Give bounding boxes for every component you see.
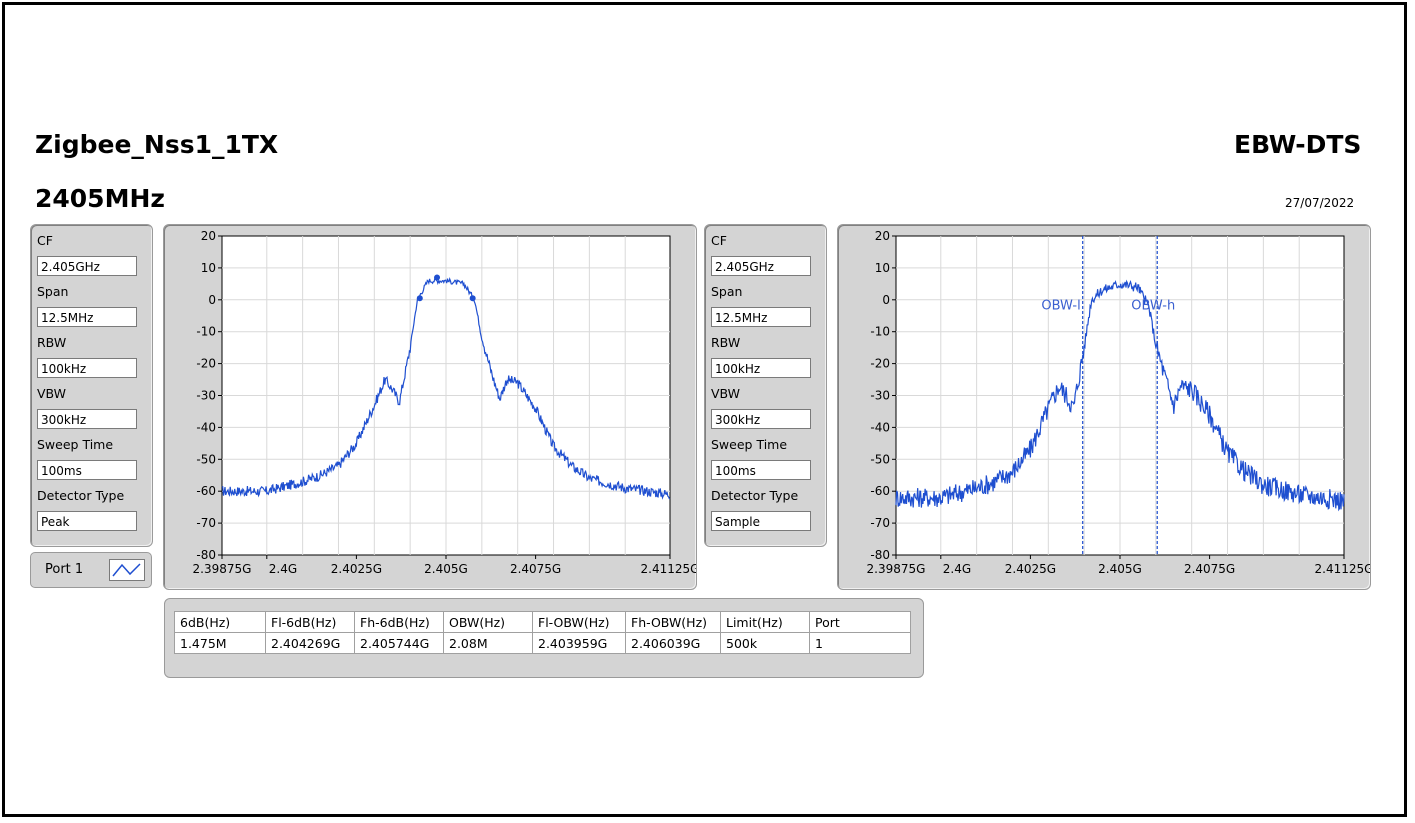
port-selector[interactable]: Port 1 xyxy=(30,552,152,588)
right-setting-value[interactable]: Sample xyxy=(711,511,811,531)
left-setting-label: CF xyxy=(37,233,53,248)
table-cell: 2.08M xyxy=(443,632,533,654)
left-plot-panel: 20 10 0 -10 -20 -30 -40 -50 -60 -70 -80 2.39875G 2.4… xyxy=(163,224,697,590)
page-title: Zigbee_Nss1_1TX xyxy=(35,130,279,159)
table-header-cell: Port xyxy=(809,611,911,633)
trace-style-icon[interactable] xyxy=(109,559,145,581)
y-tick-label: -10 xyxy=(870,325,890,339)
y-tick-label: -60 xyxy=(870,484,890,498)
y-tick-label: -40 xyxy=(870,420,890,434)
y-tick-label: -10 xyxy=(196,325,216,339)
x-tick-label: 2.4G xyxy=(269,562,297,576)
y-tick-label: -60 xyxy=(196,484,216,498)
table-cell: 2.403959G xyxy=(532,632,626,654)
x-tick-label: 2.405G xyxy=(424,562,468,576)
test-name: EBW-DTS xyxy=(1234,130,1362,159)
table-header-cell: Limit(Hz) xyxy=(720,611,810,633)
right-setting-label: RBW xyxy=(711,335,741,350)
left-setting-value[interactable]: 2.405GHz xyxy=(37,256,137,276)
table-header-cell: Fl-6dB(Hz) xyxy=(265,611,355,633)
y-tick-label: 0 xyxy=(882,293,890,307)
x-tick-label: 2.41125G xyxy=(641,562,696,576)
frequency-subtitle: 2405MHz xyxy=(35,184,165,213)
x-tick-label: 2.4025G xyxy=(1005,562,1056,576)
table-cell: 500k xyxy=(720,632,810,654)
x-tick-label: 2.4075G xyxy=(1184,562,1235,576)
y-tick-label: -20 xyxy=(870,357,890,371)
results-table-panel: 6dB(Hz) Fl-6dB(Hz) Fh-6dB(Hz) OBW(Hz) Fl-OBW… xyxy=(164,598,924,678)
right-setting-value[interactable]: 2.405GHz xyxy=(711,256,811,276)
x-tick-label: 2.41125G xyxy=(1315,562,1370,576)
marker-point xyxy=(469,295,476,302)
left-spectrum-chart: 20 10 0 -10 -20 -30 -40 -50 -60 -70 -80 2.39875G 2.4… xyxy=(164,225,696,589)
obw-marker-label: OBW-l xyxy=(1041,298,1080,313)
spectrum-trace xyxy=(895,279,1345,512)
x-tick-label: 2.4075G xyxy=(510,562,561,576)
left-setting-value[interactable]: 100kHz xyxy=(37,358,137,378)
y-tick-label: -30 xyxy=(196,389,216,403)
x-tick-label: 2.4025G xyxy=(331,562,382,576)
y-tick-label: -80 xyxy=(196,548,216,562)
y-tick-label: -50 xyxy=(196,452,216,466)
spectrum-trace xyxy=(221,277,671,500)
y-tick-label: 20 xyxy=(875,229,890,243)
right-setting-label: VBW xyxy=(711,386,741,401)
port-label: Port 1 xyxy=(45,562,84,577)
left-setting-label: Detector Type xyxy=(37,488,125,503)
x-tick-label: 2.4G xyxy=(943,562,971,576)
y-tick-label: 10 xyxy=(201,261,216,275)
results-data-row: 1.475M 2.404269G 2.405744G 2.08M 2.403959G 2.… xyxy=(174,632,911,654)
left-setting-value[interactable]: 300kHz xyxy=(37,409,137,429)
right-setting-value[interactable]: 300kHz xyxy=(711,409,811,429)
left-setting-value[interactable]: Peak xyxy=(37,511,137,531)
test-date: 27/07/2022 xyxy=(1285,196,1355,210)
y-tick-label: -50 xyxy=(870,452,890,466)
left-setting-label: RBW xyxy=(37,335,67,350)
y-tick-label: -40 xyxy=(196,420,216,434)
table-header-cell: Fl-OBW(Hz) xyxy=(532,611,626,633)
y-tick-label: 20 xyxy=(201,229,216,243)
left-setting-value[interactable]: 12.5MHz xyxy=(37,307,137,327)
table-header-cell: Fh-6dB(Hz) xyxy=(354,611,444,633)
left-setting-label: VBW xyxy=(37,386,67,401)
right-setting-value[interactable]: 12.5MHz xyxy=(711,307,811,327)
table-header-cell: 6dB(Hz) xyxy=(174,611,266,633)
table-header-cell: Fh-OBW(Hz) xyxy=(625,611,721,633)
right-setting-label: Span xyxy=(711,284,743,299)
y-tick-label: -70 xyxy=(870,516,890,530)
table-cell: 2.405744G xyxy=(354,632,444,654)
obw-marker-label: OBW-h xyxy=(1131,298,1175,313)
y-tick-label: -20 xyxy=(196,357,216,371)
right-setting-value[interactable]: 100kHz xyxy=(711,358,811,378)
x-tick-label: 2.405G xyxy=(1098,562,1142,576)
left-setting-value[interactable]: 100ms xyxy=(37,460,137,480)
right-spectrum-chart: 20 10 0 -10 -20 -30 -40 -50 -60 -70 -80 2.39875G 2.4… xyxy=(838,225,1370,589)
right-setting-value[interactable]: 100ms xyxy=(711,460,811,480)
left-settings-panel: CF 2.405GHz Span 12.5MHz RBW 100kHz VBW 300kHz S… xyxy=(30,224,153,547)
y-tick-label: 10 xyxy=(875,261,890,275)
y-tick-label: 0 xyxy=(208,293,216,307)
table-cell: 2.404269G xyxy=(265,632,355,654)
x-tick-label: 2.39875G xyxy=(193,562,252,576)
results-header-row: 6dB(Hz) Fl-6dB(Hz) Fh-6dB(Hz) OBW(Hz) Fl-OBW… xyxy=(174,611,911,633)
x-tick-label: 2.39875G xyxy=(867,562,926,576)
table-cell: 1.475M xyxy=(174,632,266,654)
table-cell: 1 xyxy=(809,632,911,654)
right-settings-panel: CF 2.405GHz Span 12.5MHz RBW 100kHz VBW 300kHz S… xyxy=(704,224,827,547)
marker-point xyxy=(434,274,441,281)
right-setting-label: CF xyxy=(711,233,727,248)
left-setting-label: Sweep Time xyxy=(37,437,114,452)
y-tick-label: -30 xyxy=(870,389,890,403)
marker-point xyxy=(416,295,423,302)
right-setting-label: Detector Type xyxy=(711,488,799,503)
left-setting-label: Span xyxy=(37,284,69,299)
table-cell: 2.406039G xyxy=(625,632,721,654)
right-plot-panel: 20 10 0 -10 -20 -30 -40 -50 -60 -70 -80 2.39875G 2.4… xyxy=(837,224,1371,590)
table-header-cell: OBW(Hz) xyxy=(443,611,533,633)
y-tick-label: -80 xyxy=(870,548,890,562)
y-tick-label: -70 xyxy=(196,516,216,530)
right-setting-label: Sweep Time xyxy=(711,437,788,452)
results-table: 6dB(Hz) Fl-6dB(Hz) Fh-6dB(Hz) OBW(Hz) Fl-OBW… xyxy=(174,611,911,654)
